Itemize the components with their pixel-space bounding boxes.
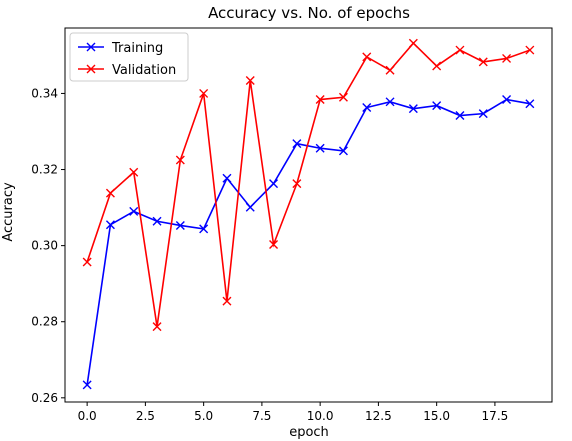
data-point-training <box>362 103 372 113</box>
data-point-training <box>338 146 348 156</box>
data-point-validation <box>222 296 232 306</box>
data-point-validation <box>152 322 162 332</box>
plot-frame <box>64 27 553 403</box>
y-tick-label: 0.34 <box>31 86 58 100</box>
data-point-validation <box>362 52 372 62</box>
data-point-validation <box>502 53 512 63</box>
data-point-training <box>315 143 325 153</box>
data-point-validation <box>199 88 209 98</box>
x-tick-label: 17.5 <box>482 409 509 423</box>
data-point-validation <box>455 45 465 55</box>
x-tick-label: 2.5 <box>136 409 155 423</box>
data-point-training <box>525 99 535 109</box>
x-tick-label: 7.5 <box>252 409 271 423</box>
data-point-training <box>129 206 139 216</box>
legend-marker-training <box>86 42 96 52</box>
data-point-training <box>292 139 302 149</box>
data-point-training <box>478 109 488 119</box>
data-point-training <box>245 202 255 212</box>
y-tick-label: 0.26 <box>31 391 58 405</box>
data-point-training <box>432 101 442 111</box>
plot-area: 0.0 2.5 5.0 7.5 10.0 12.5 15.0 17.5 0.26 0.28 0.30… <box>31 27 553 423</box>
data-point-validation <box>315 95 325 105</box>
data-point-training <box>222 173 232 183</box>
x-tick-label: 0.0 <box>78 409 97 423</box>
data-point-training <box>105 220 115 230</box>
legend-label-validation: Validation <box>112 63 176 78</box>
data-point-validation <box>408 38 418 48</box>
legend-label-training: Training <box>111 41 163 56</box>
data-point-training <box>502 95 512 105</box>
data-point-validation <box>82 257 92 267</box>
data-point-training <box>269 179 279 189</box>
data-point-validation <box>269 239 279 249</box>
x-tick-label: 12.5 <box>365 409 392 423</box>
data-point-validation <box>478 57 488 67</box>
series-line-training <box>86 98 531 385</box>
y-tick-label: 0.30 <box>31 239 58 253</box>
data-point-validation <box>432 61 442 71</box>
data-point-training <box>455 111 465 121</box>
data-point-validation <box>105 188 115 198</box>
x-axis-label: epoch <box>289 425 329 440</box>
data-point-training <box>199 224 209 234</box>
data-point-validation <box>245 76 255 85</box>
x-tick-label: 10.0 <box>307 409 334 423</box>
y-tick-label: 0.32 <box>31 163 58 177</box>
series-line-validation <box>86 42 531 327</box>
x-tick-label: 5.0 <box>194 409 213 423</box>
data-point-validation <box>525 45 535 55</box>
data-point-validation <box>292 179 302 189</box>
legend-marker-validation <box>86 64 96 74</box>
data-point-validation <box>175 155 185 165</box>
data-point-training <box>175 220 185 230</box>
data-point-training <box>152 216 162 226</box>
chart-title: Accuracy vs. No. of epochs <box>208 4 410 22</box>
data-point-training <box>408 104 418 114</box>
data-point-validation <box>129 167 139 177</box>
x-tick-label: 15.0 <box>423 409 450 423</box>
data-point-training <box>82 380 92 390</box>
data-point-validation <box>338 92 348 102</box>
y-tick-label: 0.28 <box>31 315 58 329</box>
data-point-training <box>385 97 395 107</box>
y-axis-label: Accuracy <box>1 182 16 242</box>
data-point-validation <box>385 65 395 75</box>
